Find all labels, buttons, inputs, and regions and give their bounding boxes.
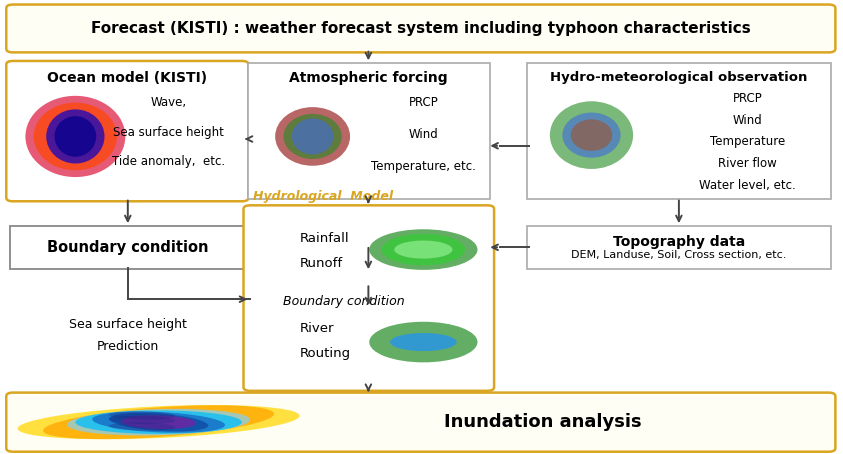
Text: Hydro-meteorological observation: Hydro-meteorological observation	[550, 71, 808, 84]
Text: Forecast (KISTI) : weather forecast system including typhoon characteristics: Forecast (KISTI) : weather forecast syst…	[91, 21, 751, 36]
FancyBboxPatch shape	[6, 5, 835, 52]
Ellipse shape	[275, 107, 350, 166]
Text: Temperature: Temperature	[710, 135, 786, 148]
Text: Wind: Wind	[409, 128, 438, 141]
FancyBboxPatch shape	[527, 63, 831, 199]
Text: Wave,: Wave,	[151, 96, 186, 109]
Text: PRCP: PRCP	[733, 92, 763, 105]
Ellipse shape	[395, 241, 453, 259]
Ellipse shape	[382, 234, 465, 265]
Text: Rainfall: Rainfall	[300, 232, 350, 245]
Text: Temperature, etc.: Temperature, etc.	[371, 160, 475, 173]
Text: Sea surface height: Sea surface height	[69, 317, 187, 331]
Ellipse shape	[283, 114, 341, 159]
Text: Routing: Routing	[300, 347, 352, 360]
FancyBboxPatch shape	[244, 205, 494, 391]
Ellipse shape	[18, 405, 299, 439]
Ellipse shape	[292, 118, 334, 154]
Text: Topography data: Topography data	[613, 235, 745, 249]
FancyBboxPatch shape	[527, 226, 831, 269]
Text: Sea surface height: Sea surface height	[113, 126, 224, 139]
Text: Water level, etc.: Water level, etc.	[700, 178, 796, 192]
Ellipse shape	[121, 415, 196, 429]
Ellipse shape	[369, 322, 477, 362]
FancyBboxPatch shape	[6, 61, 249, 201]
Text: Boundary condition: Boundary condition	[283, 295, 405, 308]
Ellipse shape	[55, 116, 96, 157]
Text: Wind: Wind	[733, 114, 763, 127]
Ellipse shape	[109, 411, 175, 419]
Text: River: River	[300, 322, 335, 335]
Ellipse shape	[109, 423, 175, 431]
Ellipse shape	[92, 412, 225, 433]
Ellipse shape	[390, 333, 457, 351]
Text: PRCP: PRCP	[409, 96, 438, 109]
Ellipse shape	[571, 119, 612, 151]
Ellipse shape	[109, 416, 175, 424]
Ellipse shape	[43, 405, 274, 439]
Ellipse shape	[109, 413, 208, 431]
Text: Runoff: Runoff	[300, 257, 343, 270]
Ellipse shape	[34, 103, 117, 170]
Ellipse shape	[25, 96, 126, 177]
Text: River flow: River flow	[718, 157, 777, 170]
Ellipse shape	[562, 113, 620, 158]
Ellipse shape	[75, 410, 242, 434]
Ellipse shape	[369, 229, 477, 270]
Text: Hydrological  Model: Hydrological Model	[253, 190, 393, 202]
Text: Prediction: Prediction	[97, 340, 159, 353]
Text: DEM, Landuse, Soil, Cross section, etc.: DEM, Landuse, Soil, Cross section, etc.	[572, 250, 787, 260]
Ellipse shape	[67, 409, 250, 435]
FancyBboxPatch shape	[6, 393, 835, 452]
Text: Boundary condition: Boundary condition	[46, 240, 208, 255]
Text: Tide anomaly,  etc.: Tide anomaly, etc.	[112, 155, 225, 168]
Text: Atmospheric forcing: Atmospheric forcing	[289, 71, 448, 85]
FancyBboxPatch shape	[10, 226, 244, 269]
Text: Ocean model (KISTI): Ocean model (KISTI)	[47, 71, 207, 85]
FancyBboxPatch shape	[248, 63, 490, 199]
Ellipse shape	[550, 101, 633, 169]
Ellipse shape	[46, 109, 105, 163]
Text: Inundation analysis: Inundation analysis	[444, 413, 642, 431]
